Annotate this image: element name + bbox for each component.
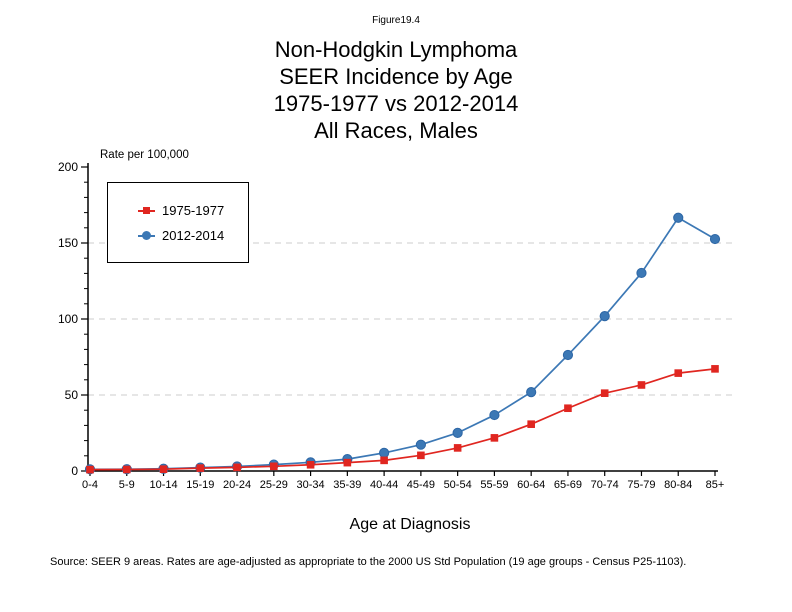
title-line-3: 1975-1977 vs 2012-2014 [273,91,519,116]
x-tick-label: 60-64 [517,479,545,491]
x-tick-label: 10-14 [149,479,177,491]
series-1975-1977 [86,365,719,474]
x-tick-label: 75-79 [627,479,655,491]
figure-number: Figure19.4 [372,15,420,26]
series-line [89,368,716,471]
chart-title: Non-Hodgkin Lymphoma SEER Incidence by A… [0,36,792,144]
y-axis-title: Rate per 100,000 [100,149,189,161]
y-tick-label: 0 [71,464,78,478]
x-axis-ticks: 0-4 5-9 10-14 15-19 20-24 25-29 30-34 35-39 40-4… [82,471,724,491]
data-point [233,463,241,472]
x-tick-label: 40-44 [370,479,398,491]
y-tick-label: 150 [58,236,78,250]
x-tick-label: 65-69 [554,479,582,491]
data-point [674,369,683,377]
x-tick-label: 55-59 [480,479,508,491]
y-tick-label: 50 [65,388,79,402]
data-point [453,444,462,452]
data-point [562,349,574,361]
blue-circle-marker-icon [138,230,155,241]
legend-item-1975-1977: 1975-1977 [138,202,248,218]
title-line-4: All Races, Males [314,118,478,143]
data-point [306,460,315,469]
x-tick-label: 30-34 [297,479,325,491]
x-tick-label: 5-9 [119,479,135,491]
data-point [527,420,535,428]
x-tick-label: 70-74 [591,479,619,491]
data-point [636,267,647,279]
data-point [417,451,425,460]
data-point [526,387,537,398]
x-tick-label: 20-24 [223,479,251,491]
x-tick-label: 80-84 [664,479,692,491]
data-point [489,409,500,421]
x-tick-label: 35-39 [333,479,361,491]
y-axis-ticks: 0 50 100 150 200 [58,160,88,478]
red-square-marker-icon [138,205,155,216]
legend: 1975-1977 2012-2014 [107,182,249,263]
data-point [86,465,94,474]
data-point [196,464,205,472]
x-tick-label: 25-29 [260,479,288,491]
y-tick-label: 200 [58,160,78,174]
data-point [673,212,684,223]
x-tick-label: 45-49 [407,479,435,491]
data-point [122,465,131,474]
data-point [711,365,719,373]
data-point [415,439,426,450]
title-line-2: SEER Incidence by Age [279,64,513,89]
x-tick-label: 15-19 [186,479,214,491]
x-axis-title: Age at Diagnosis [349,516,471,533]
legend-label-2012-2014: 2012-2014 [162,227,225,243]
series-2012-2014 [84,212,721,475]
y-tick-label: 100 [58,312,78,326]
data-point [452,427,463,438]
title-line-1: Non-Hodgkin Lymphoma [274,37,518,62]
x-tick-label: 50-54 [444,479,472,491]
data-point [709,233,721,245]
data-point [380,456,388,465]
data-point [159,465,168,473]
data-point [564,404,572,413]
data-point [600,389,609,397]
data-point [490,434,499,442]
data-point [599,311,610,322]
gridlines [88,242,735,396]
legend-label-1975-1977: 1975-1977 [162,202,225,218]
source-note: Source: SEER 9 areas. Rates are age-adju… [50,556,687,568]
legend-item-2012-2014: 2012-2014 [138,227,248,243]
data-point [379,447,390,459]
data-point [637,381,646,389]
x-tick-label: 0-4 [82,479,98,491]
x-tick-label: 85+ [706,479,725,491]
data-point [270,462,278,471]
data-point [343,458,352,467]
